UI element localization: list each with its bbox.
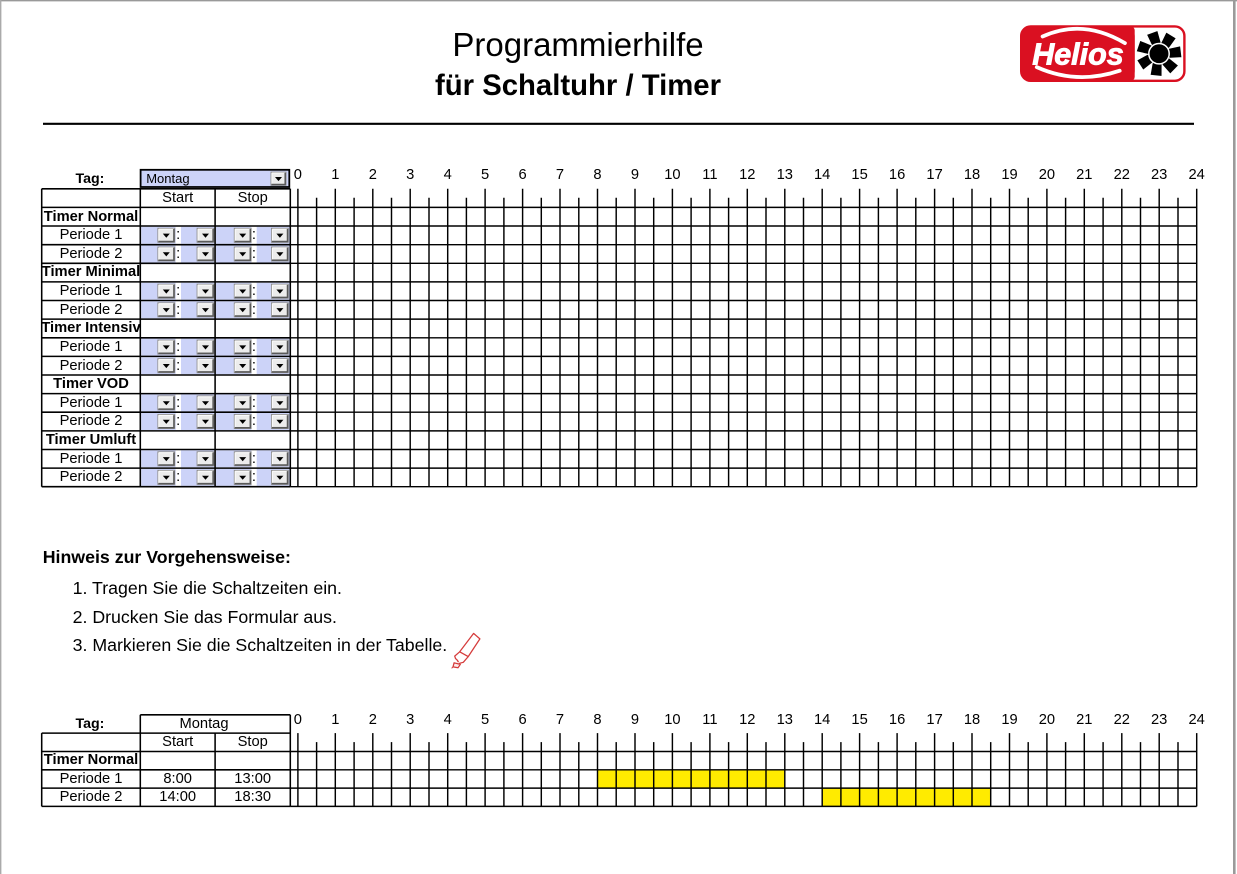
svg-text:Helios: Helios bbox=[1032, 37, 1124, 71]
